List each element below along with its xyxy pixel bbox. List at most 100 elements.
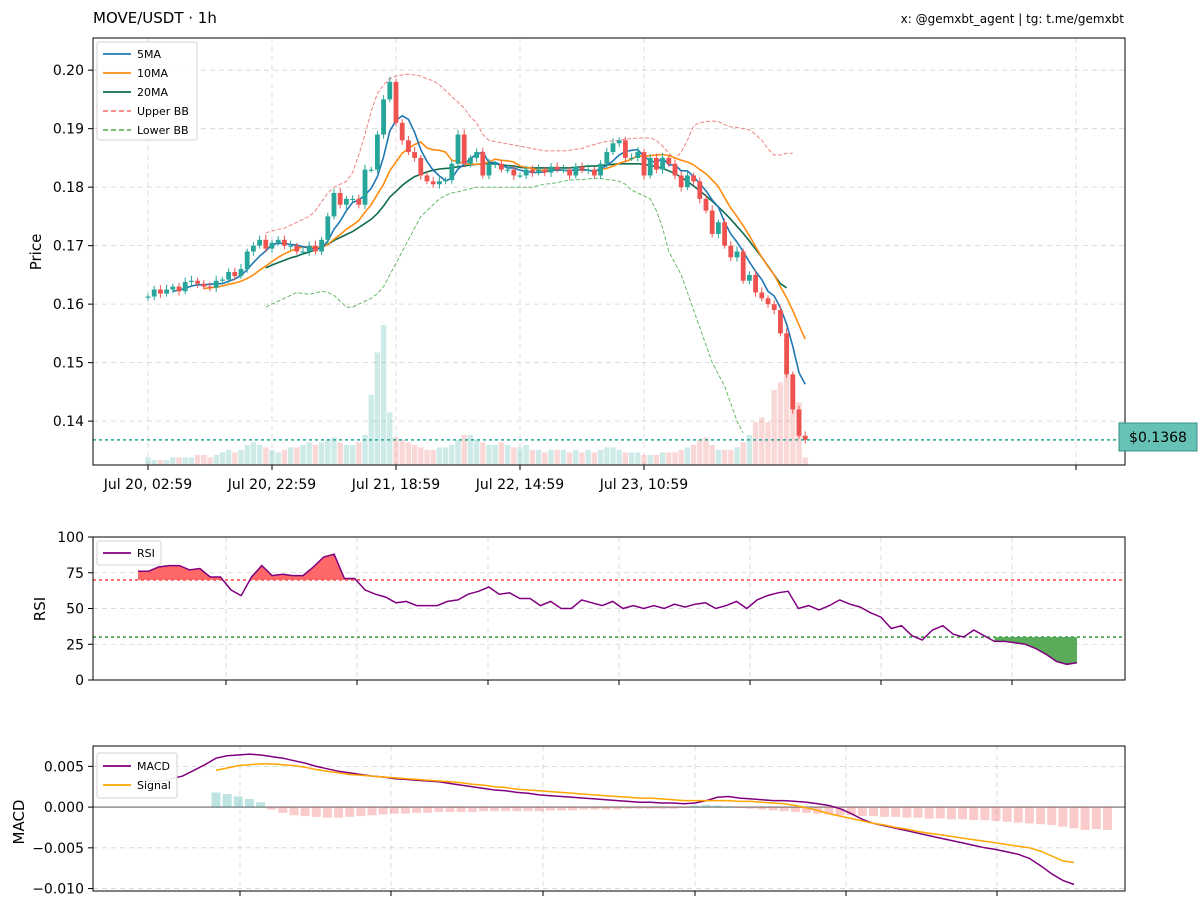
volume-bar: [338, 443, 343, 466]
macd-histogram-bar: [758, 807, 767, 809]
volume-bar: [610, 448, 615, 466]
candle-body: [307, 246, 312, 252]
volume-bar: [772, 390, 777, 465]
volume-bar: [226, 450, 231, 465]
volume-bar: [183, 458, 188, 466]
price-y-tick-label: 0.17: [53, 239, 84, 255]
volume-bar: [784, 365, 789, 465]
macd-histogram-bar: [1047, 807, 1056, 825]
candle-body: [555, 167, 560, 170]
price-y-tick-label: 0.20: [53, 63, 84, 79]
candle-body: [443, 180, 448, 181]
candle-body: [549, 167, 554, 173]
candle-body: [195, 281, 200, 284]
candle-body: [735, 252, 740, 258]
macd-histogram-bar: [1070, 807, 1079, 828]
candle-body: [753, 275, 758, 293]
macd-histogram-bar: [290, 807, 299, 815]
macd-histogram-bar: [780, 807, 789, 811]
volume-bar: [710, 445, 715, 465]
volume-bar: [530, 450, 535, 465]
macd-histogram-bar: [869, 807, 878, 816]
volume-bar: [158, 460, 163, 465]
candle-body: [344, 199, 349, 205]
volume-bar: [511, 448, 516, 466]
volume-bar: [505, 445, 510, 465]
macd-histogram-bar: [1092, 807, 1101, 829]
candle-body: [666, 158, 671, 164]
volume-bar: [257, 445, 262, 465]
volume-bar: [604, 448, 609, 466]
volume-bar: [307, 443, 312, 466]
macd-histogram-bar: [914, 807, 923, 818]
candle-body: [425, 175, 430, 181]
candle-body: [282, 240, 287, 246]
candle-body: [592, 170, 597, 176]
rsi-line: [138, 554, 1077, 664]
volume-bar: [524, 445, 529, 465]
candle-body: [778, 310, 783, 333]
macd-histogram-bar: [602, 807, 611, 809]
volume-bar: [449, 445, 454, 465]
macd-histogram-bar: [568, 807, 577, 810]
macd-histogram-bar: [256, 802, 265, 807]
macd-histogram-bar: [691, 805, 700, 807]
macd-histogram-bar: [423, 807, 432, 813]
volume-bar: [716, 450, 721, 465]
volume-bar: [753, 423, 758, 466]
macd-histogram-bar: [1058, 807, 1067, 827]
macd-histogram-bar: [947, 807, 956, 819]
legend-label-upper-bb: Upper BB: [137, 105, 189, 118]
volume-bar: [207, 458, 212, 466]
macd-y-tick-label: −0.010: [32, 882, 84, 898]
candle-body: [177, 287, 182, 292]
candle-body: [741, 252, 746, 281]
candle-body: [257, 240, 262, 246]
candle-body: [704, 199, 709, 211]
macd-histogram-bar: [401, 807, 410, 814]
macd-histogram-bar: [1003, 807, 1012, 822]
volume-bar: [517, 448, 522, 466]
price-y-tick-label: 0.16: [53, 297, 84, 313]
legend-label-10ma: 10MA: [137, 67, 168, 80]
candle-body: [586, 170, 591, 171]
volume-bar: [623, 453, 628, 466]
volume-bar: [288, 448, 293, 466]
candle-body: [319, 240, 324, 252]
volume-bar: [542, 453, 547, 466]
volume-bar: [493, 445, 498, 465]
volume-bar: [424, 450, 429, 465]
candle-body: [499, 164, 504, 170]
macd-histogram-bar: [212, 792, 221, 807]
candle-body: [518, 175, 523, 176]
macd-histogram-bar: [936, 807, 945, 818]
legend-label-rsi: RSI: [137, 547, 155, 560]
candle-body: [400, 123, 405, 141]
volume-bar: [325, 440, 330, 465]
rsi-fill: [138, 554, 1077, 664]
volume-bar: [319, 443, 324, 466]
volume-bar: [586, 450, 591, 465]
rsi-y-tick-label: 50: [66, 602, 84, 618]
candle-body: [561, 170, 566, 171]
candle-body: [573, 167, 578, 176]
macd-histogram-bar: [323, 807, 332, 818]
volume-bar: [344, 445, 349, 465]
candle-body: [567, 170, 572, 176]
candle-body: [294, 246, 299, 252]
macd-histogram-bar: [267, 807, 276, 809]
macd-histogram-bar: [390, 807, 399, 814]
volume-bar: [697, 440, 702, 465]
candle-body: [437, 181, 442, 184]
candle-body: [654, 158, 659, 170]
macd-histogram-bar: [925, 807, 934, 818]
candle-body: [183, 282, 188, 291]
legend-label-signal: Signal: [137, 779, 171, 792]
price-axis-title: Price: [27, 234, 45, 271]
volume-bar: [313, 445, 318, 465]
rsi-overbought-fill: [138, 566, 221, 580]
rsi-grid: [93, 537, 1125, 680]
volume-bar: [282, 450, 287, 465]
rsi-y-tick-label: 75: [66, 566, 84, 582]
volume-bar: [641, 455, 646, 465]
